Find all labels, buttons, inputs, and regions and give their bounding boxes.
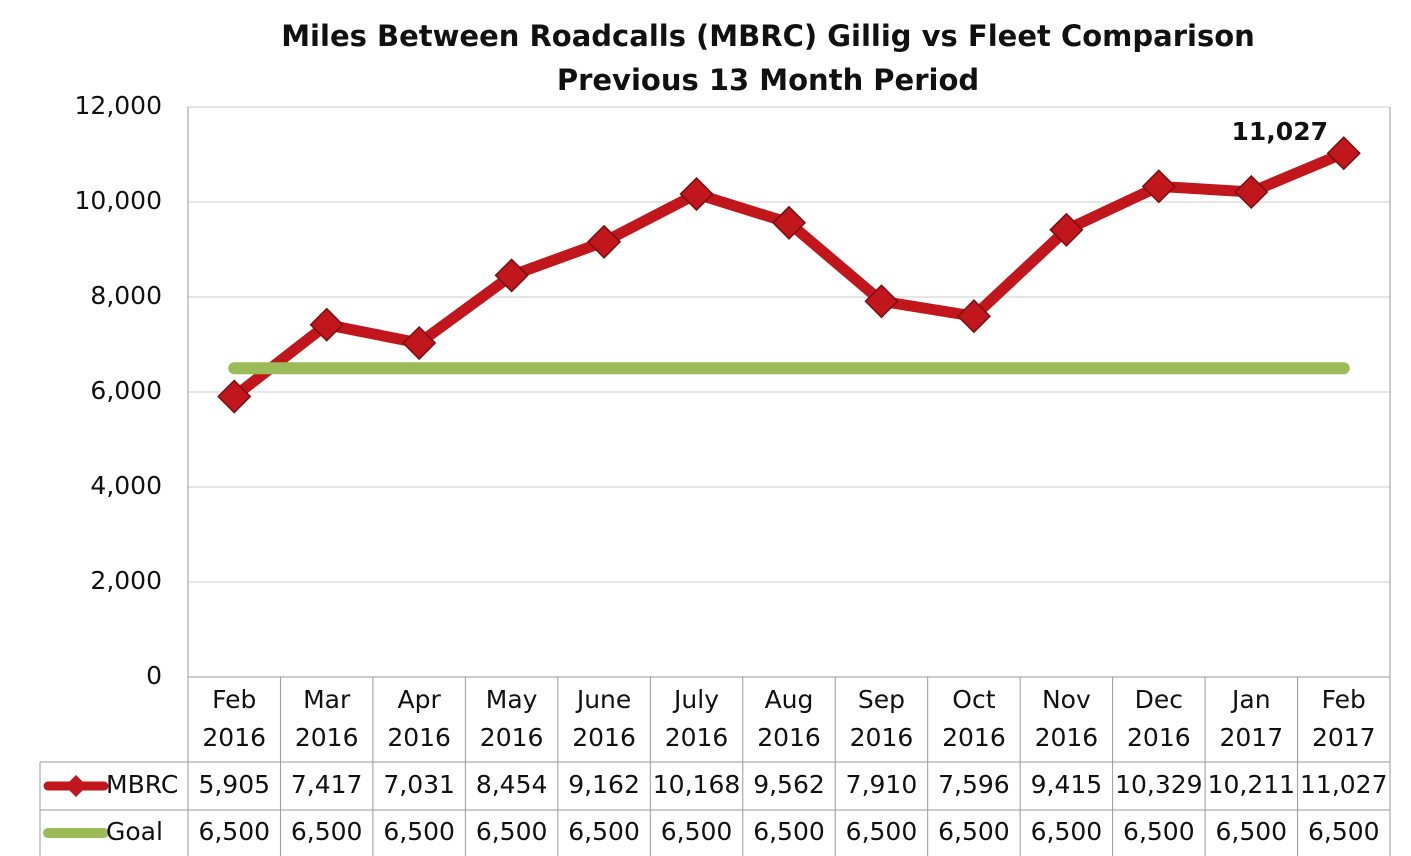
marker (864, 284, 899, 319)
table-cell: 6,500 (846, 817, 918, 846)
y-tick-label: 4,000 (90, 471, 162, 500)
x-tick-label: Feb 2016 (202, 685, 266, 752)
marker (587, 224, 622, 259)
marker (309, 307, 344, 342)
table-cell: 5,905 (198, 770, 270, 799)
data-label: 11,027 (1232, 117, 1328, 146)
marker (1141, 169, 1176, 204)
y-tick-label: 12,000 (75, 91, 162, 120)
series-line (228, 147, 1350, 403)
x-tick-label: Feb 2017 (1312, 685, 1376, 752)
table-cell: 9,415 (1031, 770, 1103, 799)
table-cell: 7,031 (383, 770, 455, 799)
y-tick-label: 6,000 (90, 376, 162, 405)
marker (956, 299, 991, 334)
marker (1234, 174, 1269, 210)
x-tick-label: Dec 2016 (1127, 685, 1191, 752)
x-tick-label: Aug 2016 (757, 685, 821, 752)
x-tick-label: Sep 2016 (850, 685, 914, 752)
legend-label: MBRC (106, 770, 178, 799)
table-cell: 6,500 (1123, 817, 1195, 846)
table-cell: 7,417 (291, 770, 363, 799)
table-cell: 6,500 (661, 817, 733, 846)
table-cell: 6,500 (476, 817, 548, 846)
table-cell: 6,500 (198, 817, 270, 846)
table-cell: 6,500 (1216, 817, 1288, 846)
marker (1049, 212, 1084, 247)
table-cell: 6,500 (753, 817, 825, 846)
table-cell: 6,500 (1308, 817, 1380, 846)
table-cell: 8,454 (476, 770, 548, 799)
x-tick-label: July 2016 (665, 685, 729, 752)
y-tick-label: 8,000 (90, 281, 162, 310)
marker (771, 205, 807, 240)
table-cell: 6,500 (1031, 817, 1103, 846)
x-tick-label: Jan 2017 (1219, 685, 1283, 752)
y-tick-label: 10,000 (75, 186, 162, 215)
legend-label: Goal (106, 817, 163, 846)
y-tick-label: 0 (146, 661, 162, 690)
table-cell: 9,562 (753, 770, 825, 799)
x-tick-label: Mar 2016 (295, 685, 359, 752)
marker (679, 176, 714, 212)
x-tick-label: Oct 2016 (942, 685, 1006, 752)
x-tick-label: June 2016 (572, 685, 636, 752)
marker (494, 258, 529, 293)
table-cell: 6,500 (938, 817, 1010, 846)
table-cell: 9,162 (568, 770, 640, 799)
y-tick-label: 2,000 (90, 566, 162, 595)
table-cell: 6,500 (383, 817, 455, 846)
table-cell: 7,910 (846, 770, 918, 799)
marker (402, 325, 437, 361)
marker (217, 379, 252, 414)
table-cell: 10,211 (1208, 770, 1295, 799)
x-tick-label: Nov 2016 (1035, 685, 1099, 752)
table-cell: 10,329 (1115, 770, 1202, 799)
table-cell: 6,500 (291, 817, 363, 846)
x-tick-label: May 2016 (480, 685, 544, 752)
chart-title: Miles Between Roadcalls (MBRC) Gillig vs… (281, 19, 1255, 53)
legend-marker (65, 775, 87, 797)
marker (1326, 136, 1361, 171)
x-tick-label: Apr 2016 (387, 685, 451, 752)
chart-subtitle: Previous 13 Month Period (557, 63, 979, 97)
table-cell: 10,168 (653, 770, 740, 799)
table-cell: 7,596 (938, 770, 1010, 799)
table-cell: 6,500 (568, 817, 640, 846)
table-cell: 11,027 (1300, 770, 1387, 799)
